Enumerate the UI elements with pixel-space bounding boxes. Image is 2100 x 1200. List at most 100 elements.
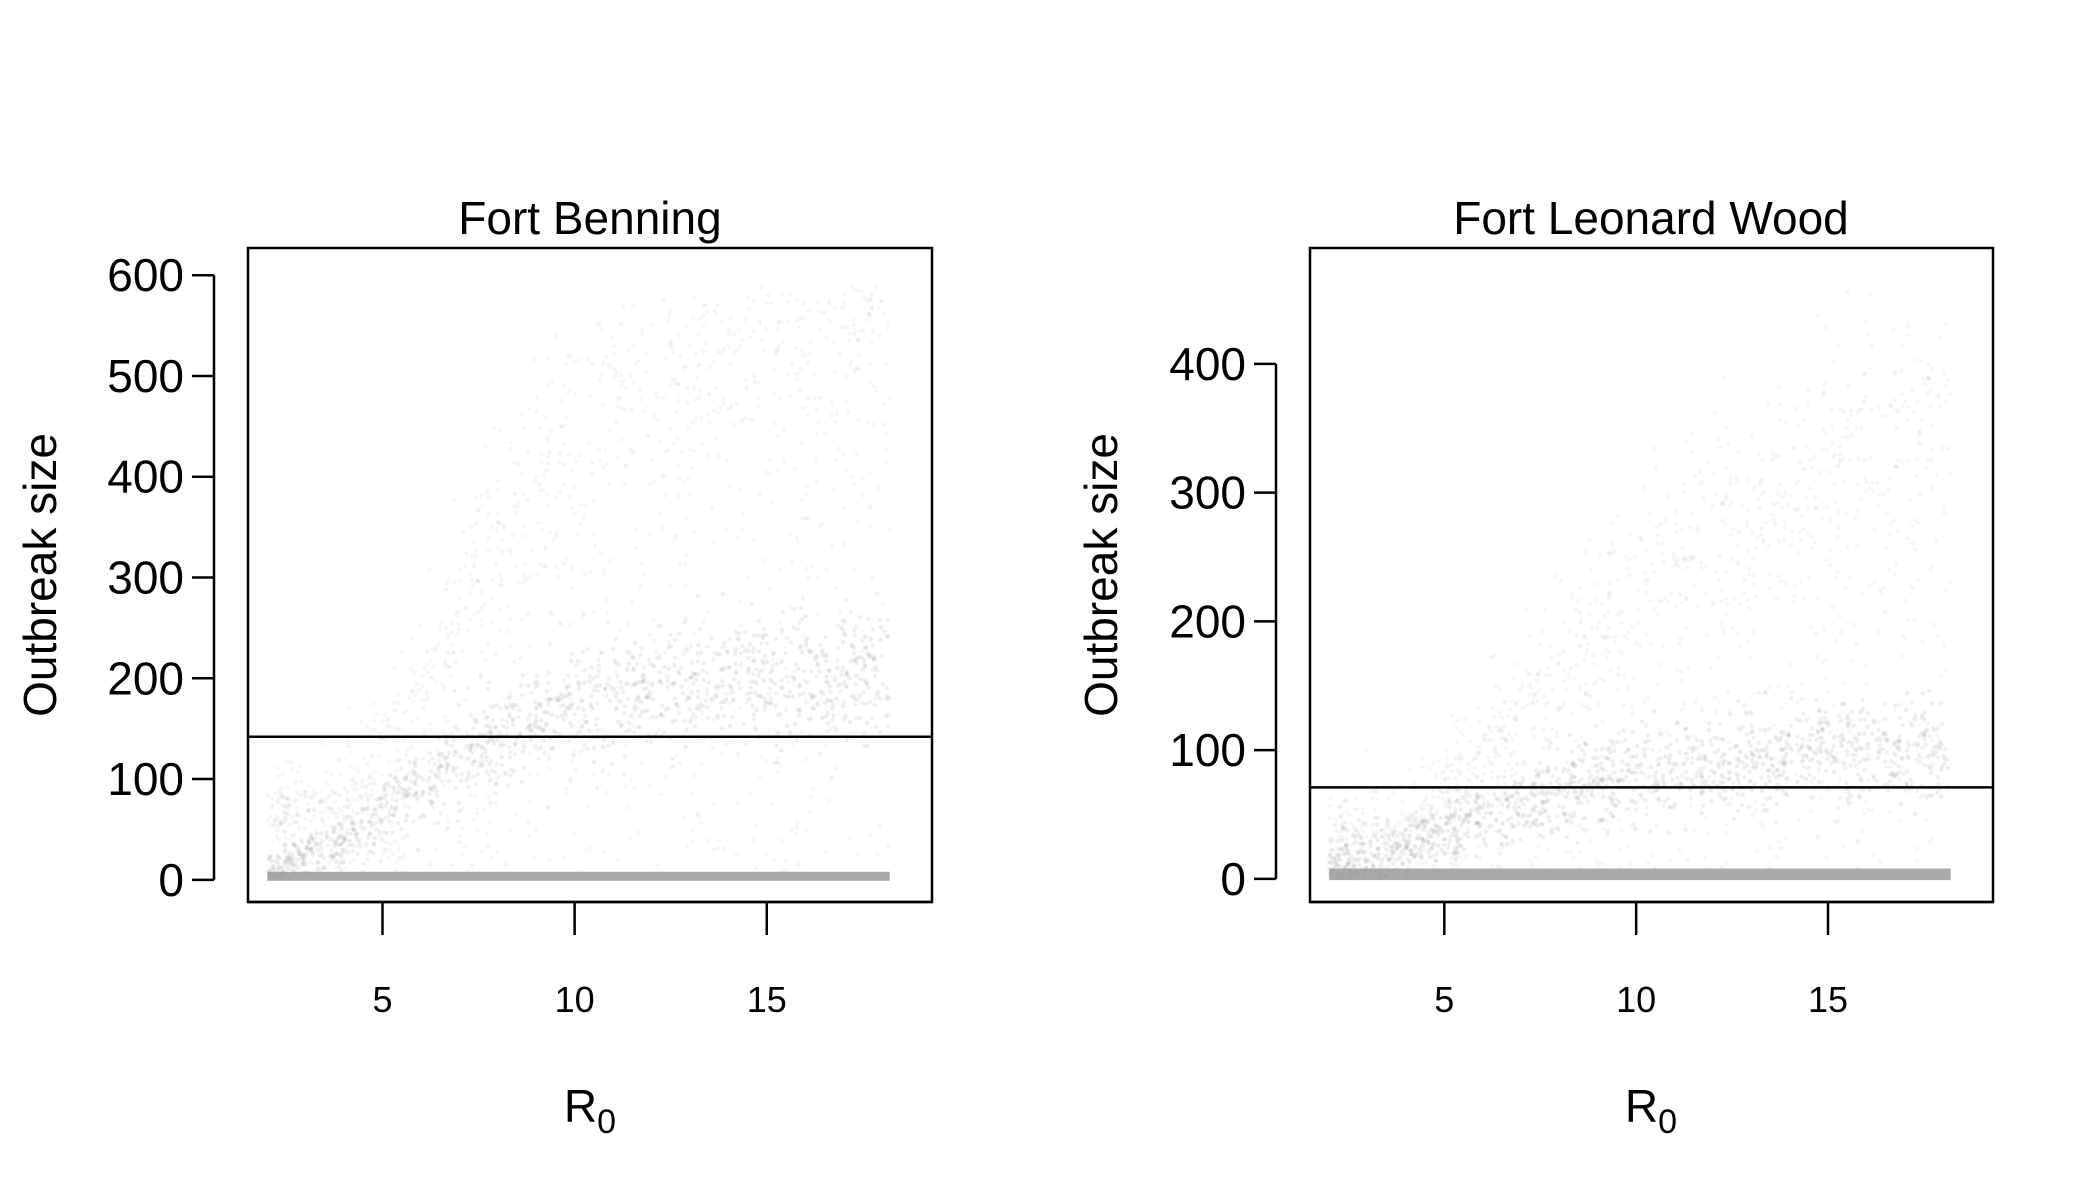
data-point — [1600, 779, 1605, 784]
data-point — [1708, 759, 1713, 765]
data-point — [860, 493, 866, 498]
data-point — [1577, 610, 1583, 615]
data-point — [1843, 766, 1848, 771]
data-point — [529, 727, 534, 733]
data-point — [306, 841, 311, 846]
data-point — [1594, 763, 1599, 768]
data-point — [476, 609, 481, 615]
data-point — [537, 701, 542, 707]
data-point — [1356, 849, 1362, 855]
data-point — [1455, 840, 1461, 846]
data-point — [1373, 815, 1378, 821]
data-point — [1645, 746, 1651, 751]
data-point — [557, 731, 562, 736]
data-point — [1531, 820, 1536, 825]
data-point — [453, 724, 458, 730]
data-point — [1534, 678, 1539, 683]
data-point — [546, 504, 551, 509]
data-point — [780, 339, 786, 344]
data-point — [852, 368, 857, 374]
data-point — [1384, 825, 1389, 830]
data-point — [853, 366, 859, 371]
data-point — [860, 667, 865, 672]
data-point — [314, 831, 319, 836]
data-point — [406, 770, 412, 776]
data-point — [332, 825, 338, 831]
scatter-points — [265, 284, 892, 881]
data-point — [404, 773, 409, 778]
data-point — [331, 826, 336, 831]
data-point — [1461, 733, 1466, 738]
data-point — [1654, 541, 1660, 546]
data-point — [1327, 866, 1332, 871]
data-point — [790, 694, 795, 699]
data-point — [1579, 735, 1585, 741]
data-point — [1616, 665, 1621, 671]
data-point — [339, 867, 345, 873]
data-point — [1545, 666, 1550, 671]
data-point — [1831, 736, 1836, 741]
data-point — [1786, 732, 1791, 738]
data-point — [1682, 760, 1688, 765]
data-point — [1747, 769, 1752, 774]
data-point — [661, 395, 666, 400]
data-point — [568, 354, 573, 359]
data-point — [1540, 790, 1545, 795]
data-point — [1646, 738, 1651, 743]
data-point — [530, 547, 535, 552]
data-point — [1684, 756, 1690, 762]
data-point — [379, 718, 385, 723]
data-point — [306, 850, 311, 855]
data-point — [315, 865, 321, 870]
data-point — [509, 550, 514, 555]
data-point — [660, 703, 665, 708]
data-point — [272, 867, 278, 872]
data-point — [424, 689, 430, 695]
data-point — [1338, 834, 1343, 840]
data-point — [1816, 767, 1821, 772]
data-point — [1920, 792, 1926, 798]
data-point — [1752, 629, 1757, 635]
data-point — [1576, 798, 1581, 803]
data-point — [1879, 414, 1884, 419]
data-point — [1440, 796, 1446, 801]
data-point — [1936, 781, 1941, 787]
data-point — [1370, 863, 1376, 869]
data-point — [1537, 760, 1542, 766]
data-point — [1837, 713, 1842, 719]
data-point — [499, 582, 504, 587]
data-point — [284, 758, 289, 763]
data-point — [1916, 430, 1921, 435]
data-point — [1380, 828, 1386, 833]
data-point — [373, 797, 378, 802]
data-point — [1898, 801, 1903, 806]
data-point — [453, 660, 458, 665]
data-point — [672, 696, 678, 701]
data-point — [554, 695, 559, 700]
data-point — [596, 657, 601, 662]
data-point — [265, 793, 270, 798]
data-point — [1338, 873, 1344, 878]
data-point — [737, 599, 742, 604]
data-point — [1458, 807, 1464, 812]
data-point — [1645, 733, 1651, 738]
data-point — [1625, 768, 1631, 773]
data-point — [1727, 503, 1733, 509]
data-point — [452, 749, 457, 754]
data-point — [835, 623, 840, 628]
data-point — [1942, 399, 1948, 404]
data-point — [847, 676, 852, 681]
data-point — [1658, 756, 1664, 761]
data-point — [422, 814, 428, 820]
data-point — [545, 439, 550, 444]
data-point — [1829, 754, 1834, 759]
data-point — [632, 785, 637, 791]
data-point — [667, 314, 672, 319]
data-point — [1702, 815, 1708, 820]
data-point — [277, 874, 283, 880]
data-point — [1699, 565, 1704, 571]
data-point — [808, 716, 814, 721]
data-point — [366, 803, 371, 808]
data-point — [1345, 828, 1350, 833]
data-point — [1815, 729, 1821, 734]
